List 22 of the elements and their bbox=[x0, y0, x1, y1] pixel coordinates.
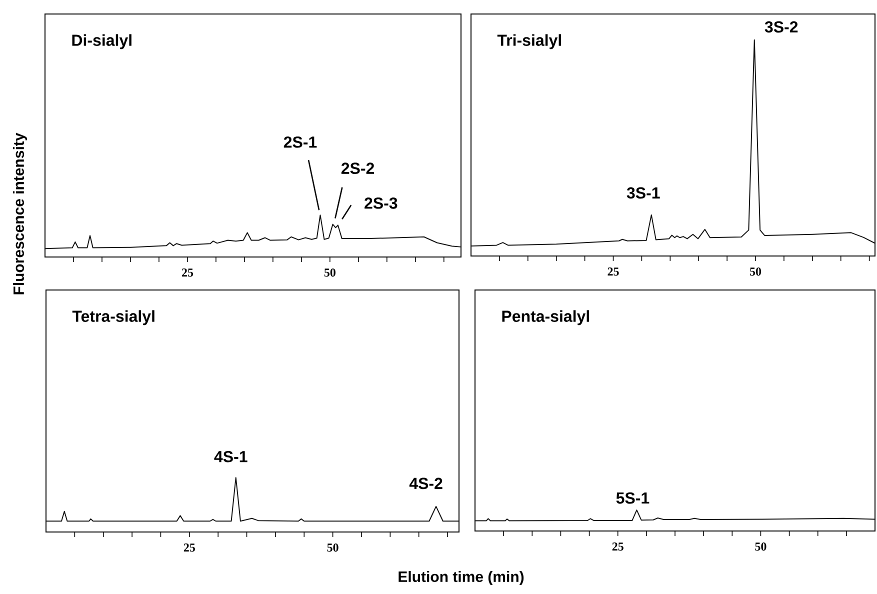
y-axis-title: Fluorescence intensity bbox=[13, 132, 27, 294]
annotation: 2S-2 bbox=[341, 162, 374, 174]
x-tick-label: 50 bbox=[755, 542, 766, 551]
x-axis-title: Elution time (min) bbox=[398, 571, 524, 585]
chart-title: Tri-sialyl bbox=[497, 34, 561, 50]
x-tick-label: 50 bbox=[327, 544, 338, 552]
annotation: 4S-1 bbox=[214, 450, 248, 462]
x-tick-label: 25 bbox=[612, 542, 624, 551]
chart-title: Penta-sialyl bbox=[502, 310, 589, 326]
annotation: 2S-1 bbox=[284, 136, 317, 148]
annotation: 2S-3 bbox=[364, 197, 398, 209]
x-tick-label: 50 bbox=[324, 268, 336, 277]
x-tick-label: 50 bbox=[750, 268, 762, 276]
annotation: 3S-1 bbox=[626, 187, 660, 199]
annotation: 5S-1 bbox=[616, 492, 650, 504]
annotation: 3S-2 bbox=[764, 21, 798, 33]
x-tick-label: 25 bbox=[182, 268, 194, 277]
chart-title: Di-sialyl bbox=[72, 34, 132, 50]
x-tick-label: 25 bbox=[184, 544, 195, 552]
x-tick-label: 25 bbox=[608, 268, 619, 276]
annotation: 4S-2 bbox=[409, 478, 442, 490]
chart-title: Tetra-sialyl bbox=[72, 310, 154, 326]
